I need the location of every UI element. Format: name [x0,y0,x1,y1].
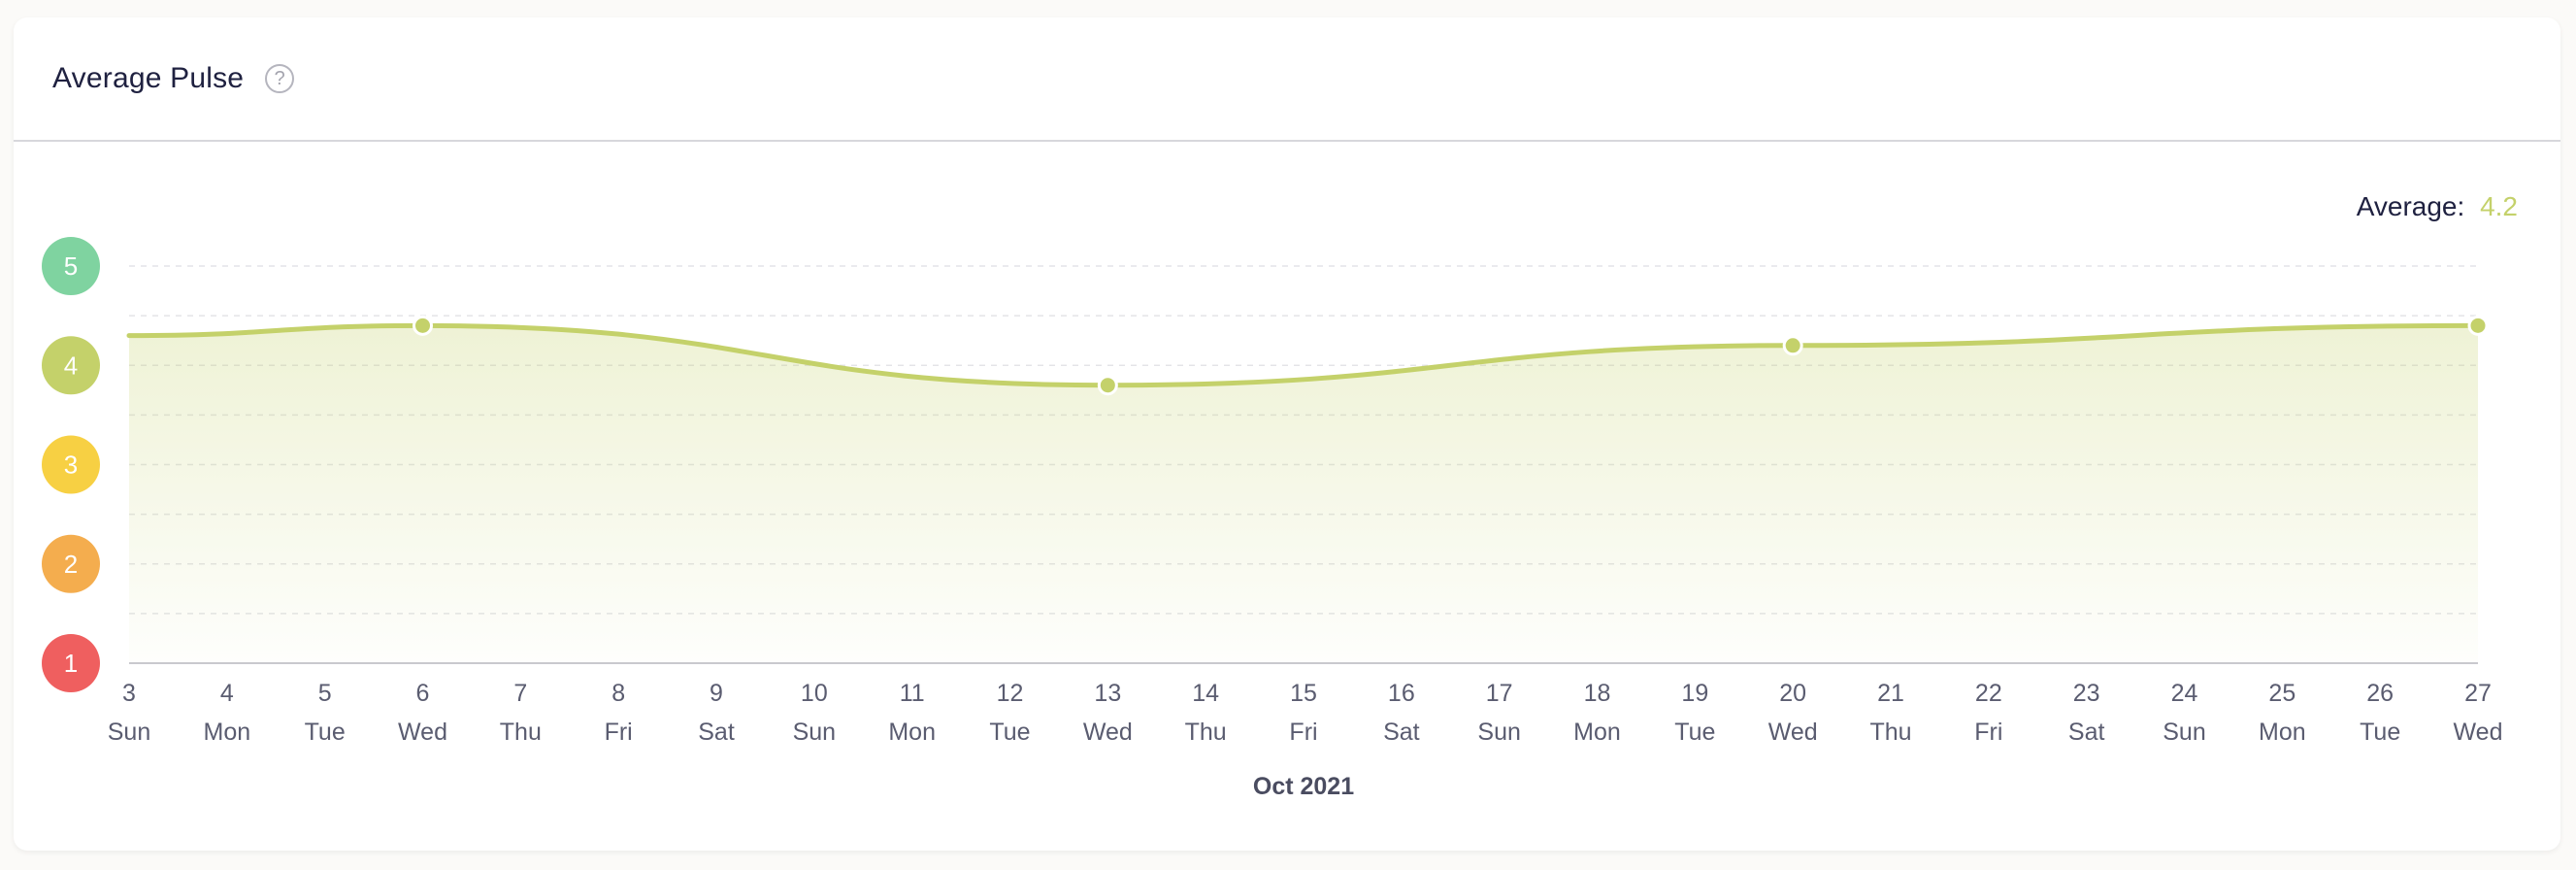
x-tick-day: 11 [900,680,925,707]
x-tick-weekday: Thu [500,719,542,746]
x-tick-weekday: Sun [2163,719,2205,746]
x-tick-weekday: Thu [1185,719,1227,746]
x-tick-day: 3 [122,680,136,707]
x-tick-day: 22 [1975,680,2002,707]
x-tick-day: 5 [318,680,332,707]
x-tick-day: 10 [801,680,828,707]
x-tick-day: 13 [1094,680,1121,707]
x-tick-day: 18 [1584,680,1611,707]
score-badge-1 [42,634,100,692]
x-tick-day: 26 [2366,680,2394,707]
x-tick-day: 6 [416,680,430,707]
x-tick-weekday: Mon [1573,719,1621,746]
x-tick-weekday: Sun [1477,719,1520,746]
y-tick-label: 1 [64,649,78,678]
x-tick-day: 23 [2073,680,2100,707]
x-tick-weekday: Wed [398,719,447,746]
data-point[interactable] [2467,315,2489,336]
score-badge-5 [42,237,100,295]
x-tick-day: 20 [1779,680,1806,707]
x-tick-day: 14 [1192,680,1219,707]
x-tick-day: 12 [997,680,1024,707]
x-tick-weekday: Thu [1869,719,1911,746]
y-tick-label: 3 [64,451,78,480]
x-tick-day: 24 [2171,680,2198,707]
average-value: 4.2 [2480,191,2518,221]
x-tick-day: 27 [2464,680,2492,707]
score-badge-4 [42,336,100,395]
x-tick-weekday: Tue [305,719,346,746]
x-axis-title: Oct 2021 [1253,773,1354,800]
x-tick-weekday: Tue [989,719,1030,746]
question-circle-icon[interactable]: ? [265,64,295,93]
x-tick-weekday: Sat [698,719,735,746]
x-tick-day: 25 [2268,680,2295,707]
x-tick-day: 8 [611,680,625,707]
y-tick-label: 2 [64,550,78,579]
data-point[interactable] [1097,375,1118,396]
y-tick-label: 5 [64,251,78,281]
x-tick-weekday: Mon [204,719,251,746]
x-tick-day: 17 [1486,680,1513,707]
x-tick-weekday: Sat [2068,719,2105,746]
x-tick-weekday: Sun [793,719,836,746]
score-badge-3 [42,435,100,494]
x-tick-weekday: Tue [2360,719,2400,746]
data-point[interactable] [1782,335,1803,356]
x-tick-weekday: Sun [108,719,150,746]
y-tick-label: 4 [64,351,78,380]
x-tick-weekday: Sat [1383,719,1420,746]
x-tick-weekday: Wed [2454,719,2503,746]
x-tick-weekday: Tue [1674,719,1715,746]
x-tick-day: 4 [220,680,234,707]
series-area [129,325,2478,663]
card-header: Average Pulse ? [14,17,2560,142]
data-point[interactable] [413,315,433,336]
x-tick-weekday: Wed [1083,719,1133,746]
x-tick-day: 21 [1877,680,1904,707]
x-tick-weekday: Mon [2259,719,2306,746]
score-badge-2 [42,534,100,593]
x-tick-day: 16 [1388,680,1415,707]
series-line [126,322,2481,388]
x-tick-day: 15 [1290,680,1317,707]
x-tick-weekday: Mon [888,719,936,746]
x-tick-day: 19 [1681,680,1708,707]
x-tick-day: 7 [513,680,527,707]
x-tick-day: 9 [710,680,723,707]
x-tick-weekday: Wed [1768,719,1818,746]
card-title: Average Pulse [52,62,245,94]
average-label: Average: [2357,191,2465,221]
x-tick-weekday: Fri [605,719,633,746]
x-tick-weekday: Fri [1974,719,2002,746]
x-tick-weekday: Fri [1289,719,1317,746]
average-summary: Average: 4.2 [2357,191,2518,221]
